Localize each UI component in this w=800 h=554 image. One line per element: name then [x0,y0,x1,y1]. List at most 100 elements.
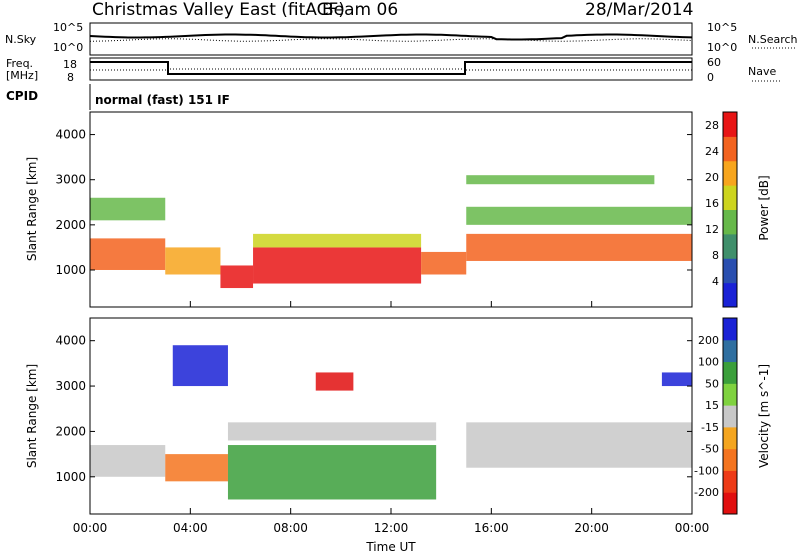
data-region [165,247,221,275]
colorbar-segment [723,209,737,235]
y-tick-label: 3000 [55,173,86,187]
power-panel: 1000 2000 3000 4000 Slant Range [km] [25,111,693,308]
data-region [466,206,692,225]
power-colorbar-label: Power [dB] [757,175,771,240]
time-axis-ticks: 00:00 04:00 08:00 12:00 16:00 20:00 00:00 [73,301,710,535]
colorbar-tick-label: 12 [705,223,719,236]
colorbar-segment [723,136,737,162]
velocity-colorbar-label: Velocity [m s^-1] [757,364,771,468]
y-tick-label: 3000 [55,379,86,393]
colorbar-segment [723,160,737,186]
x-tick-label: 08:00 [273,521,308,535]
data-region [227,422,437,441]
velocity-panel: 1000 2000 3000 4000 Slant Range [km] [25,317,693,515]
velocity-y-ticks: 1000 2000 3000 4000 [55,334,692,484]
nave-tick-high: 60 [707,56,721,69]
power-colorbar: 4 8 12 16 20 24 28 [705,111,738,308]
colorbar-segment [723,112,737,137]
noise-left-tick-low: 10^0 [53,41,83,54]
colorbar-tick-label: 28 [705,119,719,132]
noise-right-tick-high: 10^5 [707,21,737,34]
colorbar-frame [722,317,738,515]
colorbar-segment [723,258,737,284]
colorbar-tick-label: 100 [698,356,719,369]
data-region [172,345,228,387]
nave-line [90,68,692,71]
colorbar-segment [723,361,737,384]
nsky-line [89,33,693,41]
y-tick-label: 4000 [55,334,86,348]
cpid-value: normal (fast) 151 IF [95,93,230,107]
data-region [466,175,655,185]
colorbar-tick-label: 50 [705,377,719,390]
colorbar-segment [723,470,737,493]
velocity-data [90,345,692,500]
date-label: 28/Mar/2014 [585,0,693,20]
velocity-ylabel: Slant Range [km] [25,364,39,468]
colorbar-tick-label: -100 [694,464,719,477]
x-tick-label: 04:00 [173,521,208,535]
data-region [421,251,467,275]
colorbar-segment [723,492,737,515]
nsky-label: N.Sky [5,33,37,46]
data-region [466,422,692,468]
data-region [90,238,166,270]
nsearch-line [90,38,693,42]
noise-left-tick-high: 10^5 [53,21,83,34]
x-tick-label: 20:00 [574,521,609,535]
colorbar-segment [723,185,737,210]
colorbar-tick-label: -50 [701,443,719,456]
power-ylabel: Slant Range [km] [25,157,39,261]
power-y-ticks: 1000 2000 3000 4000 [55,128,692,277]
data-region [253,247,422,284]
colorbar-tick-label: -15 [701,421,719,434]
cpid-label: CPID [6,89,38,103]
colorbar-tick-label: 200 [698,334,719,347]
power-data [90,175,692,289]
colorbar-tick-label: -200 [694,486,719,499]
data-region [315,372,354,391]
colorbar-tick-label: 4 [712,275,719,288]
freq-tick-high: 18 [63,58,77,71]
y-tick-label: 2000 [55,218,86,232]
colorbar-frame [722,111,738,308]
radar-title: Christmas Valley East (fitACF) [92,0,345,20]
data-region [227,445,437,500]
noise-panel [89,22,693,56]
colorbar-tick-label: 20 [705,171,719,184]
colorbar-tick-label: 8 [712,249,719,262]
nave-tick-low: 0 [707,71,714,84]
y-tick-label: 2000 [55,424,86,438]
freq-line [90,61,692,75]
x-tick-label: 12:00 [374,521,409,535]
data-region [220,265,254,289]
colorbar-segment [723,282,737,308]
colorbar-segment [723,448,737,471]
colorbar-segment [723,426,737,450]
data-region [661,372,692,387]
velocity-colorbar: 200 100 50 15 -15 -50 -100 -200 [694,317,738,515]
colorbar-segment [723,233,737,259]
data-region [165,454,228,482]
x-tick-label: 16:00 [474,521,509,535]
colorbar-tick-label: 15 [705,399,719,412]
data-region [90,445,166,477]
colorbar-segment [723,383,737,406]
data-region [90,197,166,221]
colorbar-segment [723,339,737,363]
y-tick-label: 1000 [55,263,86,277]
freq-label-2: [MHz] [6,69,38,82]
x-tick-label: 00:00 [675,521,710,535]
freq-label-1: Freq. [6,57,33,70]
colorbar-tick-label: 24 [705,145,719,158]
colorbar-segment [723,318,737,341]
y-tick-label: 1000 [55,470,86,484]
x-tick-label: 00:00 [73,521,108,535]
colorbar-tick-label: 16 [705,197,719,210]
data-region [253,233,422,248]
y-tick-label: 4000 [55,128,86,142]
nsearch-label: N.Search [748,33,798,46]
nave-label: Nave [748,65,776,78]
time-axis-label: Time UT [365,540,416,554]
freq-tick-low: 8 [67,71,74,84]
